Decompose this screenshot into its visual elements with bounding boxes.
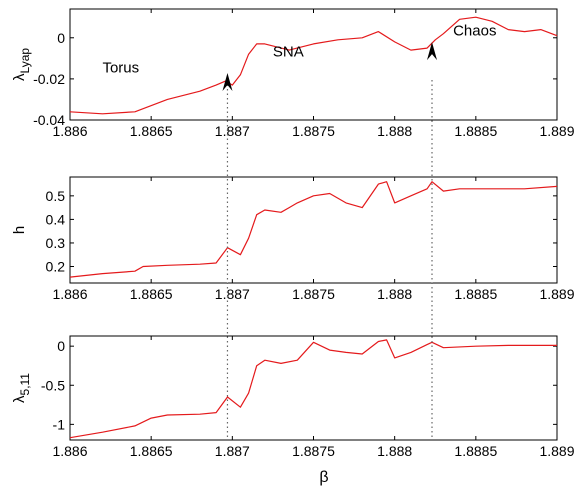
y-tick-label: -0.04 <box>33 112 65 128</box>
panel-h: 1.886 1.8865 1.887 1.8875 1.888 1.8885 1.889 0.… <box>11 176 575 302</box>
y-tick-label: 0 <box>57 30 65 46</box>
x-tick-label: 1.8885 <box>454 123 497 139</box>
y-tick-label: -0.5 <box>41 377 65 393</box>
y-tick-label: 0.5 <box>46 188 66 204</box>
x-tick-label: 1.887 <box>215 286 250 302</box>
series-line <box>69 181 558 278</box>
x-axis-title: β <box>319 469 328 486</box>
x-tick-label: 1.889 <box>539 123 574 139</box>
x-tick-label: 1.889 <box>539 443 574 459</box>
x-tick-label: 1.887 <box>215 443 250 459</box>
transition-arrow-2 <box>427 42 438 61</box>
x-tick-label: 1.8865 <box>130 443 173 459</box>
transition-markers <box>222 42 438 440</box>
x-tick-label: 1.8885 <box>454 286 497 302</box>
x-tick-label: 1.8875 <box>292 123 335 139</box>
y-tick-label: 0.4 <box>46 211 66 227</box>
y-tick-label: -1 <box>53 416 66 432</box>
series-line <box>69 339 557 439</box>
x-tick-label: 1.8865 <box>130 286 173 302</box>
x-tick-label: 1.887 <box>215 123 250 139</box>
x-tick-label: 1.8865 <box>130 123 173 139</box>
y-tick-label: 0 <box>57 338 65 354</box>
panel-lyapunov: 1.886 1.8865 1.887 1.8875 1.888 1.8885 1.889 -0… <box>11 8 575 139</box>
x-tick-label: 1.8875 <box>292 286 335 302</box>
y-axis-label: λLyap <box>11 48 32 81</box>
y-tick-label: 0.2 <box>46 259 66 275</box>
series-line <box>69 16 558 115</box>
y-axis-label: h <box>11 226 28 234</box>
plot-frame <box>69 335 558 441</box>
x-tick-label: 1.886 <box>52 123 87 139</box>
x-tick-label: 1.888 <box>377 286 412 302</box>
region-label-chaos: Chaos <box>453 23 496 40</box>
region-label-sna: SNA <box>273 43 304 60</box>
x-tick-label: 1.889 <box>539 286 574 302</box>
x-tick-label: 1.8885 <box>454 443 497 459</box>
y-tick-label: 0.3 <box>46 235 66 251</box>
region-label-torus: Torus <box>102 60 139 77</box>
y-axis-label: λ5,11 <box>11 373 32 403</box>
transition-arrow-1 <box>222 72 233 91</box>
y-tick-label: -0.02 <box>33 71 65 87</box>
x-tick-label: 1.888 <box>377 123 412 139</box>
x-tick-label: 1.886 <box>52 286 87 302</box>
x-tick-label: 1.886 <box>52 443 87 459</box>
panel-lambda-5-11: 1.886 1.8865 1.887 1.8875 1.888 1.8885 1.889 -1… <box>11 335 575 459</box>
x-tick-label: 1.8875 <box>292 443 335 459</box>
x-tick-label: 1.888 <box>377 443 412 459</box>
